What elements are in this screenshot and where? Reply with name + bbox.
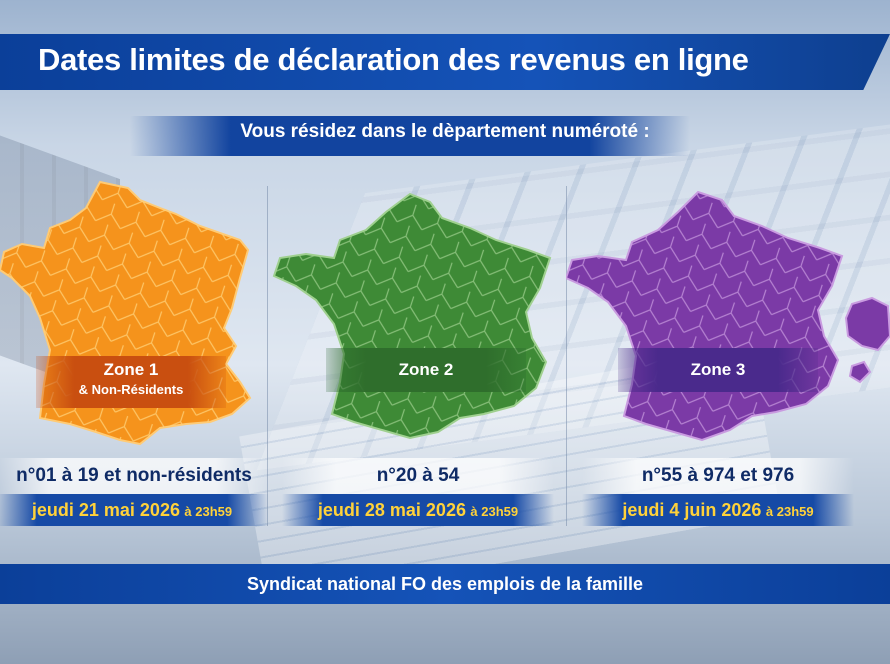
footer-credit: Syndicat national FO des emplois de la f… xyxy=(0,564,890,604)
zone-3-banner xyxy=(618,348,818,392)
zone-1-date: jeudi 21 mai 2026 xyxy=(31,500,180,520)
zone-2-time: à 23h59 xyxy=(470,504,519,519)
zone-1-banner xyxy=(36,356,226,408)
zone-2-deadline: jeudi 28 mai 2026 à 23h59 xyxy=(282,494,554,526)
page-title: Dates limites de déclaration des revenus… xyxy=(38,42,749,77)
zone-3-date: jeudi 4 juin 2026 xyxy=(622,500,762,520)
zone-2-date: jeudi 28 mai 2026 xyxy=(317,500,466,520)
subtitle-banner xyxy=(130,116,690,156)
zone-2-label: Zone 2 xyxy=(398,360,454,379)
zone-3-deadline: jeudi 4 juin 2026 à 23h59 xyxy=(582,494,854,526)
zone-3-departments: n°55 à 974 et 976 xyxy=(582,458,854,494)
zone-1-deadline: jeudi 21 mai 2026 à 23h59 xyxy=(0,494,268,526)
subtitle: Vous résidez dans le dèpartement numérot… xyxy=(240,121,650,142)
zone-1-note: & Non-Résidents xyxy=(78,382,184,397)
zone-3-time: à 23h59 xyxy=(765,504,814,519)
zone-1-label: Zone 1 xyxy=(103,360,159,379)
zone-3-label: Zone 3 xyxy=(690,360,746,379)
overseas-departments-map xyxy=(842,296,890,391)
zone-2-banner xyxy=(326,348,526,392)
zone-2-departments: n°20 à 54 xyxy=(282,458,554,494)
zone-1-departments: n°01 à 19 et non-résidents xyxy=(0,458,270,494)
zone-1-time: à 23h59 xyxy=(184,504,233,519)
column-divider xyxy=(267,186,268,526)
column-divider xyxy=(566,186,567,526)
zone-3-map xyxy=(566,190,848,444)
zone-2-map xyxy=(270,192,554,442)
title-banner xyxy=(0,34,890,90)
